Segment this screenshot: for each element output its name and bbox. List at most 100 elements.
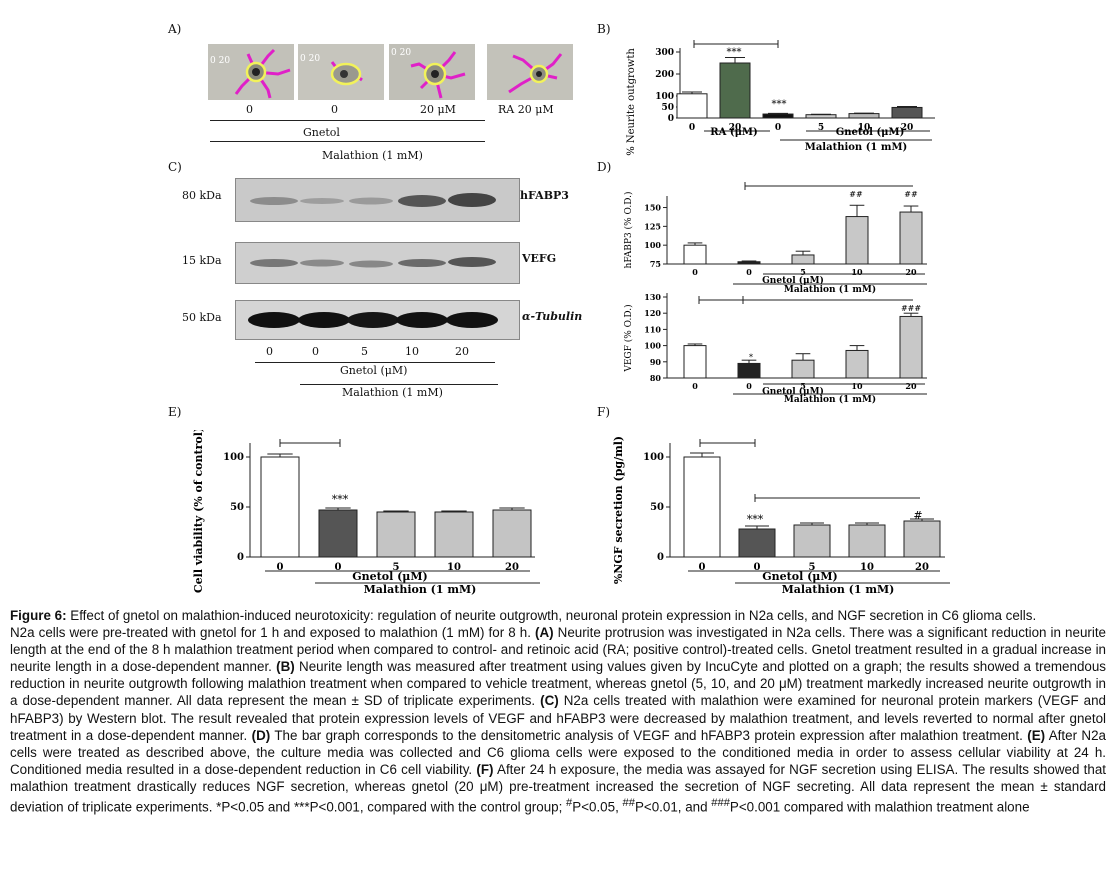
- micrograph-ra-20: [487, 44, 573, 100]
- x-tick-label: 0: [699, 562, 706, 573]
- bar: [899, 315, 923, 379]
- bar: [805, 114, 837, 119]
- x-tick-label: 0: [746, 381, 752, 391]
- caption-text: The bar graph corresponds to the densito…: [270, 727, 1028, 743]
- mw-label: 80 kDa: [182, 189, 222, 202]
- gnetol-label: Gnetol: [303, 126, 340, 139]
- x-tick-label: 10: [860, 562, 874, 573]
- malathion-label: Malathion (1 mM): [784, 394, 876, 404]
- y-tick-label: 130: [644, 292, 661, 302]
- malathion-label: Malathion (1 mM): [364, 583, 477, 596]
- x-tick-label: 10: [447, 562, 461, 573]
- caption-title-text: Effect of gnetol on malathion-induced ne…: [66, 608, 1037, 623]
- bar: [318, 509, 358, 558]
- y-axis-label: Cell viability (% of control): [192, 430, 205, 593]
- x-tick-label: 0: [775, 123, 781, 133]
- bar: [683, 244, 707, 265]
- y-tick-label: 100: [655, 92, 674, 102]
- bar: [738, 528, 776, 558]
- x-tick-label: 20: [505, 562, 519, 573]
- sig-label: ##: [849, 190, 863, 199]
- scale-bar-text: 0 20: [300, 54, 321, 64]
- sig-label: ***: [727, 47, 742, 58]
- x-tick-label: 0: [692, 267, 698, 277]
- x-tick-label: 10: [851, 267, 863, 277]
- panel-b-label: B): [597, 22, 611, 36]
- lane-label: 0: [312, 345, 319, 358]
- bar: [791, 254, 815, 265]
- sig-label: ##: [904, 190, 918, 199]
- ra-label: RA (μM): [710, 127, 757, 138]
- bar: [434, 511, 474, 558]
- x-tick-label: 5: [800, 381, 806, 391]
- x-tick-label: 0: [335, 562, 342, 573]
- sig-label: ***: [747, 513, 764, 526]
- bar: [737, 362, 761, 379]
- y-tick-label: 90: [650, 357, 662, 367]
- x-tick-label: 20: [729, 123, 742, 133]
- x-tick-label: 0: [692, 381, 698, 391]
- gnetol-label: Gnetol (μM): [762, 386, 824, 397]
- panel-c-label: C): [168, 160, 182, 174]
- gnetol-label: Gnetol (μM): [762, 570, 837, 583]
- x-tick-label: 5: [818, 123, 824, 133]
- micrograph-control: 0 20: [208, 44, 294, 100]
- malathion-label: Malathion (1 mM): [322, 149, 423, 162]
- bar: [683, 345, 707, 379]
- x-tick-label: 10: [858, 123, 871, 133]
- y-tick-label: 0: [657, 552, 664, 563]
- y-tick-label: 150: [644, 203, 661, 213]
- chart-f: %NGF secretion (pg/ml) 100 50 0 0 0 5 10 20 **…: [612, 436, 950, 596]
- y-tick-label: 125: [644, 221, 661, 231]
- x-tick-label: 0: [689, 123, 695, 133]
- bar: [683, 456, 721, 558]
- y-tick-label: 100: [223, 452, 244, 463]
- caption-figure-number: Figure 6:: [10, 608, 67, 623]
- micrograph-gnetol-20-image: [389, 44, 475, 100]
- caption-text: P<0.001 compared with malathion treatmen…: [729, 799, 1030, 815]
- gnetol-label: Gnetol (μM): [836, 127, 905, 138]
- y-tick-label: 120: [644, 308, 661, 318]
- bar: [848, 524, 886, 558]
- x-tick-label: 10: [851, 381, 863, 391]
- y-tick-label: 75: [650, 259, 661, 269]
- x-tick-label: 0: [754, 562, 761, 573]
- caption-text: N2a cells treated with malathion were ex…: [10, 693, 1106, 743]
- bar: [492, 509, 532, 558]
- mw-label: 15 kDa: [182, 254, 222, 267]
- figure-caption: Figure 6: Effect of gnetol on malathion-…: [10, 607, 1106, 816]
- gnetol-label: Gnetol (μM): [352, 570, 427, 583]
- lane-label: 10: [405, 345, 419, 358]
- bar: [845, 216, 869, 265]
- band-name: α-Tubulin: [522, 310, 583, 323]
- caption-panel-ref: (F): [476, 761, 494, 777]
- bar: [676, 93, 708, 119]
- x-tick-label: 0: [277, 562, 284, 573]
- scale-bar-text: 0 20: [391, 48, 412, 58]
- band-name: hFABP3: [520, 189, 569, 202]
- blot-tubulin-bands: [248, 312, 498, 328]
- x-tick-label: 0: [746, 267, 752, 277]
- scale-bar-text: 0 20: [210, 56, 231, 66]
- y-axis-label: VEGF (% O.D.): [623, 304, 634, 372]
- lane-label: 0: [246, 103, 253, 116]
- y-tick-label: 50: [230, 502, 244, 513]
- chart-e: Cell viability (% of control) 100 50 0 0 0 5…: [192, 430, 540, 596]
- caption-text: Neurite length was measured after treatm…: [10, 659, 1106, 709]
- panel-e-label: E): [168, 405, 182, 419]
- lane-label: 5: [361, 345, 368, 358]
- y-axis-label: % Neurite outgrowth: [626, 48, 637, 156]
- caption-text: After 24 h exposure, the media was assay…: [10, 761, 1106, 815]
- bar: [762, 113, 794, 119]
- y-tick-label: 80: [650, 373, 662, 383]
- bar: [376, 511, 416, 558]
- y-tick-label: 0: [668, 114, 674, 124]
- malathion-label: Malathion (1 mM): [784, 284, 876, 295]
- band-name: VEFG: [522, 252, 557, 265]
- micrograph-gnetol-20: 0 20: [389, 44, 475, 100]
- y-tick-label: 200: [655, 70, 674, 80]
- caption-superscript: ###: [711, 797, 730, 810]
- micrograph-malathion-image: [298, 44, 384, 100]
- blot-tubulin: [235, 300, 520, 340]
